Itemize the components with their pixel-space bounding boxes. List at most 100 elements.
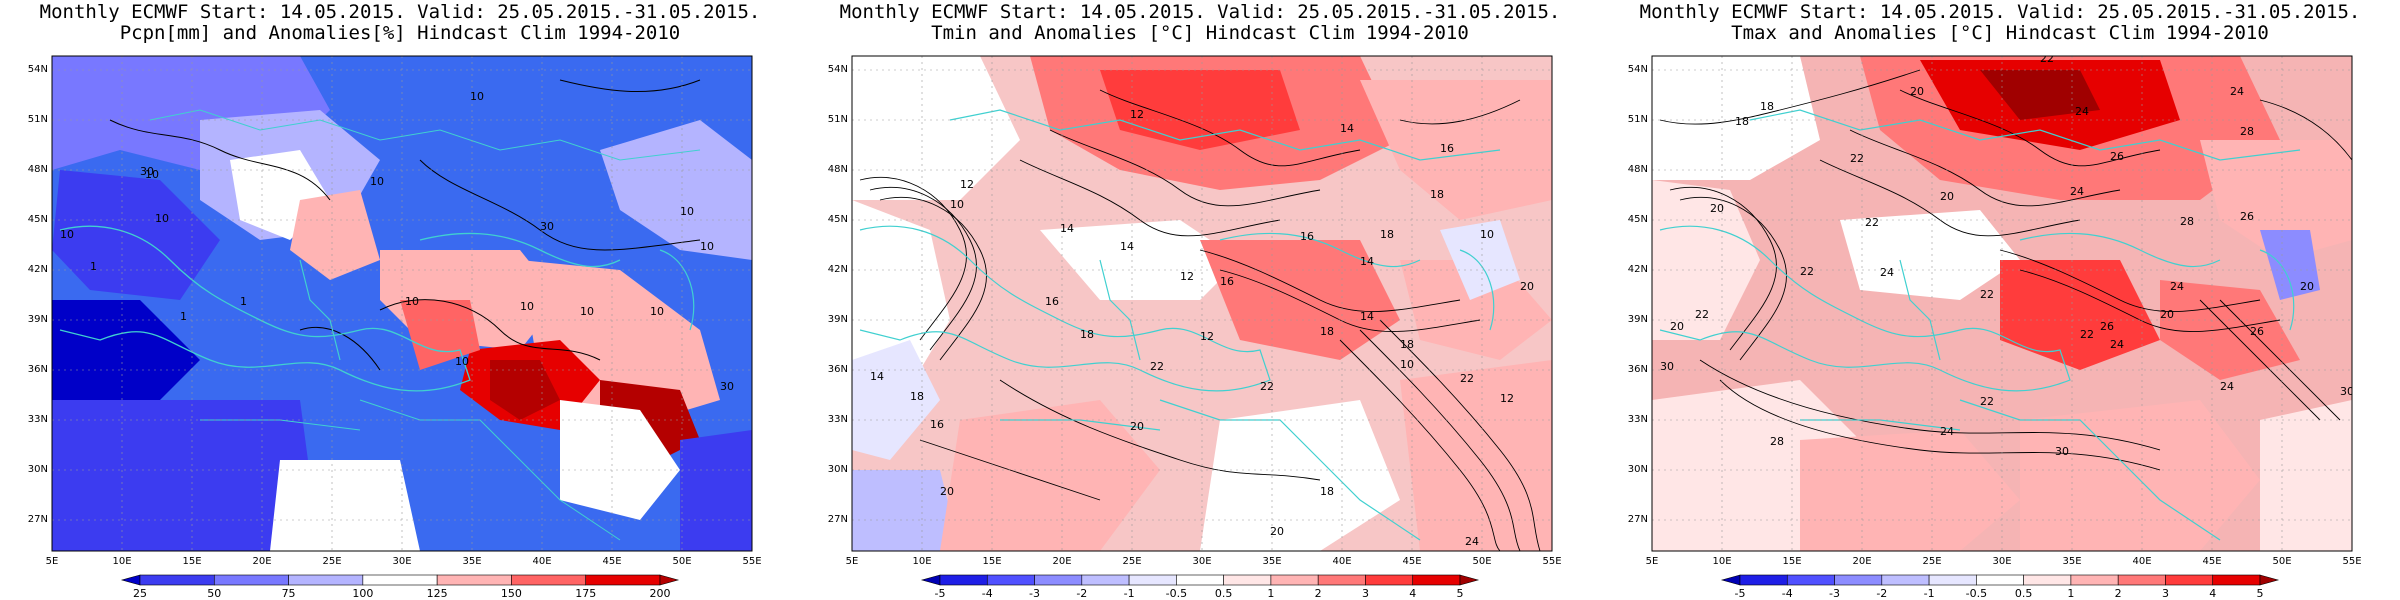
colorbar-segment — [139, 574, 215, 586]
colorbar-segment — [2117, 574, 2166, 586]
colorbar-tick-label: -0.5 — [1966, 587, 1987, 600]
contour-label: 26 — [2100, 320, 2114, 333]
lon-tick-label: 30E — [392, 556, 411, 567]
contour-label: 18 — [1735, 115, 1749, 128]
contour-label: 28 — [2240, 125, 2254, 138]
colorbar-segment — [1223, 574, 1272, 586]
colorbar-segment — [1739, 574, 1788, 586]
contour-label: 24 — [2075, 105, 2089, 118]
lat-tick-label: 48N — [28, 164, 48, 175]
lon-tick-label: 10E — [1712, 556, 1731, 567]
colorbar-tick-label: 3 — [1362, 587, 1369, 600]
lat-tick-label: 45N — [1628, 214, 1648, 225]
colorbar-tick-label: 200 — [650, 587, 671, 600]
contour-label: 18 — [1400, 338, 1414, 351]
colorbar-segment — [939, 574, 988, 586]
colorbar-segment — [1081, 574, 1130, 586]
lat-tick-label: 51N — [28, 114, 48, 125]
lat-tick-label: 36N — [1628, 364, 1648, 375]
contour-label: 22 — [2040, 52, 2054, 65]
lon-tick-label: 55E — [1542, 556, 1561, 567]
colorbar-segment — [213, 574, 289, 586]
contour-label: 24 — [2110, 338, 2124, 351]
contour-label: 10 — [155, 212, 169, 225]
tmax-map: 22 18 20 24 24 26 28 18 22 20 20 22 24 2… — [1628, 52, 2362, 600]
colorbar-tick-label: 5 — [2257, 587, 2264, 600]
colorbar-segment — [1881, 574, 1930, 586]
panel-tmax: Monthly ECMWF Start: 14.05.2015. Valid: … — [1600, 0, 2400, 600]
lat-tick-label: 27N — [28, 514, 48, 525]
contour-label: 10 — [455, 355, 469, 368]
contour-labels: 10 10 30 10 10 10 30 10 1 1 1 10 10 10 1… — [60, 90, 734, 393]
contour-label: 20 — [1270, 525, 1284, 538]
contour-label: 30 — [140, 165, 154, 178]
lat-tick-label: 39N — [828, 314, 848, 325]
contour-label: 30 — [1660, 360, 1674, 373]
lat-tick-label: 54N — [28, 64, 48, 75]
colorbar-segment — [2212, 574, 2261, 586]
lat-tick-label: 48N — [828, 164, 848, 175]
panel-tmin: Monthly ECMWF Start: 14.05.2015. Valid: … — [800, 0, 1600, 600]
lat-tick-label: 51N — [1628, 114, 1648, 125]
colorbar-tick-label: -0.5 — [1166, 587, 1187, 600]
panel-title-line2: Tmax and Anomalies [°C] Hindcast Clim 19… — [1731, 22, 2269, 44]
contour-label: 18 — [1380, 228, 1394, 241]
contour-label: 22 — [1695, 308, 1709, 321]
colorbar-tick-label: 5 — [1457, 587, 1464, 600]
lon-tick-label: 15E — [182, 556, 201, 567]
contour-label: 1 — [180, 310, 187, 323]
contour-label: 26 — [2110, 150, 2124, 163]
contour-label: 10 — [680, 205, 694, 218]
lon-tick-label: 25E — [1122, 556, 1141, 567]
colorbar-tick-label: 125 — [427, 587, 448, 600]
contour-label: 28 — [1770, 435, 1784, 448]
contour-label: 30 — [720, 380, 734, 393]
colorbar-segment — [1034, 574, 1083, 586]
panel-title-line1: Monthly ECMWF Start: 14.05.2015. Valid: … — [839, 1, 1561, 23]
contour-label: 30 — [540, 220, 554, 233]
lat-tick-label: 39N — [28, 314, 48, 325]
contour-label: 12 — [960, 178, 974, 191]
lat-tick-label: 33N — [28, 414, 48, 425]
contour-label: 18 — [1080, 328, 1094, 341]
contour-label: 28 — [2180, 215, 2194, 228]
lon-axis-labels: 5E 10E 15E 20E 25E 30E 35E 40E 45E 50E 5… — [46, 556, 762, 567]
contour-label: 22 — [1980, 288, 1994, 301]
contour-label: 22 — [1850, 152, 1864, 165]
contour-label: 22 — [1150, 360, 1164, 373]
contour-label: 18 — [1320, 485, 1334, 498]
colorbar-segment — [1928, 574, 1977, 586]
contour-label: 18 — [1760, 100, 1774, 113]
colorbar: 25 50 75 100 125 150 175 200 — [120, 574, 680, 600]
contour-label: 22 — [1460, 372, 1474, 385]
colorbar-segment — [1365, 574, 1414, 586]
contour-label: 24 — [1880, 266, 1894, 279]
lon-tick-label: 50E — [672, 556, 691, 567]
contour-label: 26 — [2250, 325, 2264, 338]
lon-tick-label: 10E — [912, 556, 931, 567]
panel-title-line1: Monthly ECMWF Start: 14.05.2015. Valid: … — [1639, 1, 2361, 23]
contour-label: 10 — [580, 305, 594, 318]
lat-tick-label: 30N — [828, 464, 848, 475]
map-field: 10 10 30 10 10 10 30 10 1 1 1 10 10 10 1… — [52, 56, 752, 551]
map-field: 22 18 20 24 24 26 28 18 22 20 20 22 24 2… — [1652, 52, 2352, 551]
lat-tick-label: 27N — [828, 514, 848, 525]
contour-label: 14 — [870, 370, 884, 383]
lon-tick-label: 35E — [2062, 556, 2081, 567]
contour-label: 10 — [650, 305, 664, 318]
contour-label: 24 — [2220, 380, 2234, 393]
lon-tick-label: 20E — [1052, 556, 1071, 567]
lat-tick-label: 33N — [828, 414, 848, 425]
colorbar: -5 -4 -3 -2 -1 -0.5 0.5 1 2 3 4 5 — [1720, 574, 2280, 600]
colorbar-tick-label: -4 — [1782, 587, 1793, 600]
map-frame — [1651, 55, 2353, 552]
lat-tick-label: 30N — [28, 464, 48, 475]
contour-label: 1 — [240, 295, 247, 308]
contour-label: 1 — [90, 260, 97, 273]
colorbar-segment — [120, 574, 141, 586]
colorbar-tick-label: 2 — [1315, 587, 1322, 600]
lon-tick-label: 35E — [1262, 556, 1281, 567]
lon-tick-label: 5E — [1646, 556, 1659, 567]
colorbar-tick-label: -2 — [1076, 587, 1087, 600]
lat-tick-label: 36N — [828, 364, 848, 375]
